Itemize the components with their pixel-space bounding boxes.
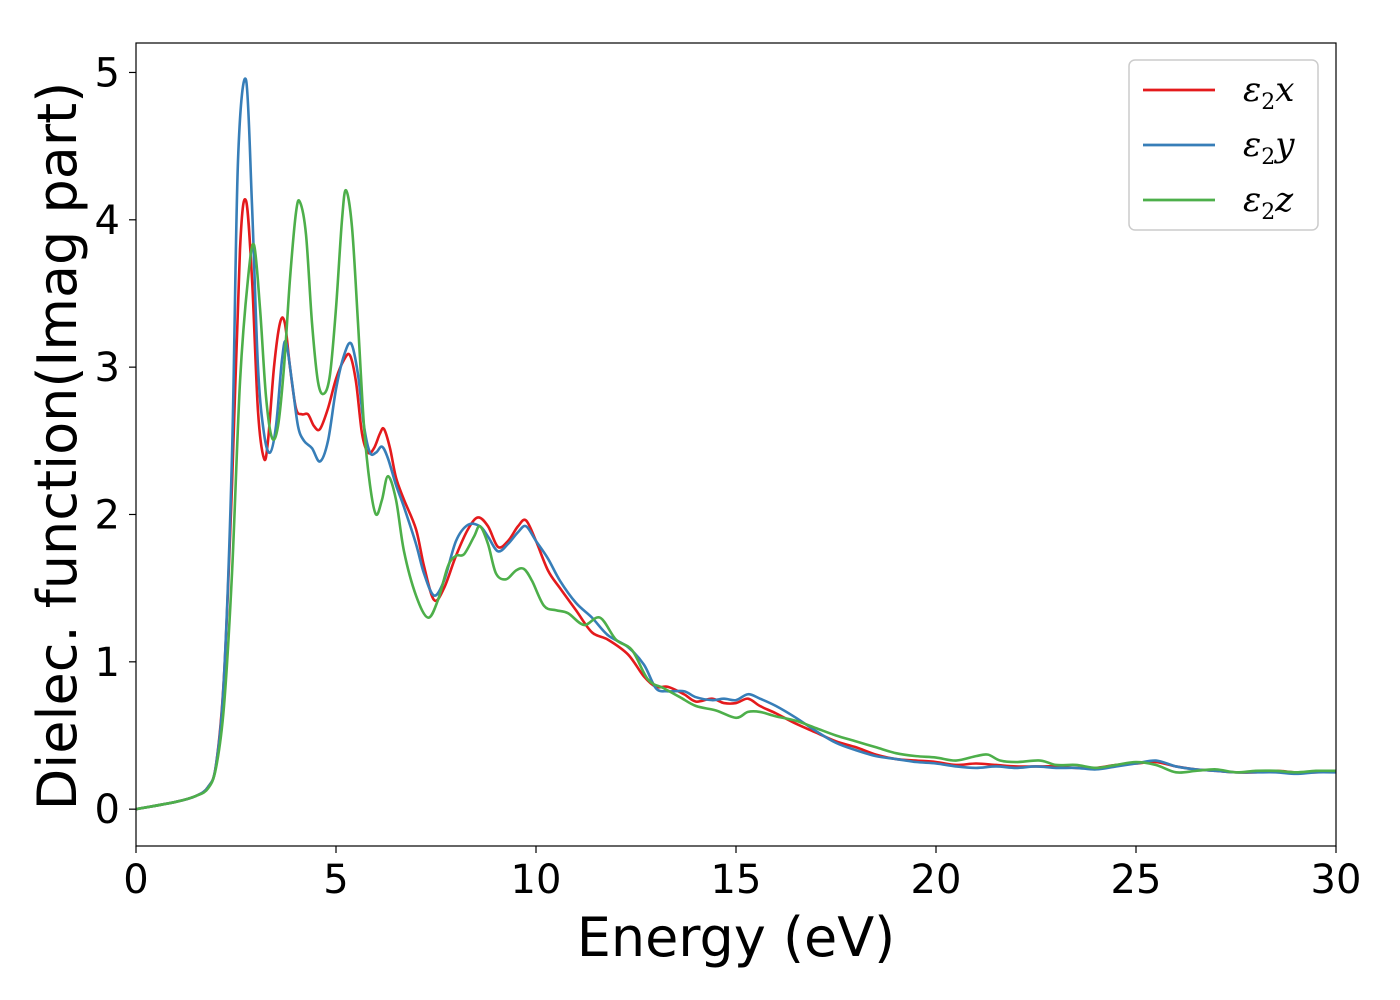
x-tick-label: 30: [1311, 857, 1362, 903]
y-tick-label: 3: [95, 345, 120, 391]
series-line-y: [136, 77, 1336, 811]
y-tick-label: 2: [95, 492, 120, 538]
x-tick-label: 20: [911, 857, 962, 903]
series-layer: [136, 77, 1336, 811]
x-tick-label: 5: [323, 857, 348, 903]
legend-box: [1128, 59, 1319, 231]
x-axis-title: Energy (eV): [577, 906, 896, 969]
x-axis: 0 5 10 15 20 25 30: [123, 846, 1361, 903]
y-tick-label: 1: [95, 640, 120, 686]
legend-label-y: ε2y: [1243, 125, 1295, 170]
y-axis: 0 1 2 3 4 5: [95, 50, 136, 833]
series-line-z: [136, 189, 1336, 811]
x-tick-label: 0: [123, 857, 148, 903]
x-tick-label: 25: [1111, 857, 1162, 903]
legend: ε2x ε2y ε2z: [1128, 59, 1319, 231]
x-tick-label: 10: [511, 857, 562, 903]
y-tick-label: 5: [95, 50, 120, 96]
x-tick-label: 15: [711, 857, 762, 903]
y-tick-label: 0: [95, 787, 120, 833]
legend-label-x: ε2x: [1243, 70, 1294, 115]
y-axis-title: Dielec. function(Imag part): [26, 82, 89, 811]
legend-label-z: ε2z: [1243, 180, 1294, 225]
y-tick-label: 4: [95, 198, 120, 244]
